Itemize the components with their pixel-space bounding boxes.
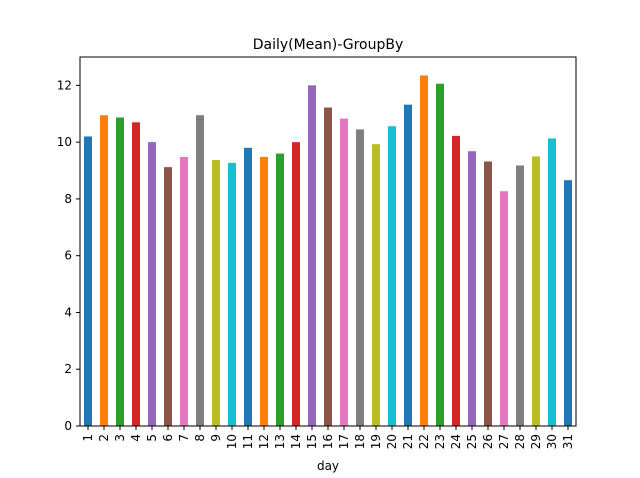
bar-day-3 bbox=[116, 117, 124, 427]
bar-day-22 bbox=[420, 75, 428, 426]
x-tick-label: 27 bbox=[497, 434, 511, 449]
bar-day-18 bbox=[356, 129, 364, 426]
x-tick-label: 2 bbox=[97, 434, 111, 442]
x-tick-label: 24 bbox=[449, 434, 463, 449]
x-tick-label: 7 bbox=[177, 434, 191, 442]
bar-day-26 bbox=[484, 161, 492, 426]
bar-day-16 bbox=[324, 107, 332, 427]
bar-day-19 bbox=[372, 144, 380, 426]
bar-day-14 bbox=[292, 142, 300, 426]
y-tick-label: 10 bbox=[57, 135, 72, 149]
bar-day-28 bbox=[516, 165, 524, 426]
bar-day-29 bbox=[532, 156, 540, 426]
bar-day-17 bbox=[340, 118, 348, 426]
bar-day-10 bbox=[228, 162, 236, 426]
chart-title: Daily(Mean)-GroupBy bbox=[253, 37, 404, 53]
x-tick-label: 5 bbox=[145, 434, 159, 442]
x-tick-label: 3 bbox=[113, 434, 127, 442]
x-axis-label: day bbox=[317, 459, 339, 473]
bar-day-25 bbox=[468, 151, 476, 427]
x-tick-label: 18 bbox=[353, 434, 367, 449]
x-tick-label: 10 bbox=[225, 434, 239, 449]
bars-group bbox=[84, 75, 572, 427]
y-tick-label: 12 bbox=[57, 78, 72, 92]
x-tick-label: 25 bbox=[465, 434, 479, 449]
x-tick-label: 8 bbox=[193, 434, 207, 442]
bar-day-7 bbox=[180, 156, 188, 426]
x-tick-label: 22 bbox=[417, 434, 431, 449]
x-tick-label: 14 bbox=[289, 434, 303, 449]
bar-day-12 bbox=[260, 156, 268, 426]
x-tick-label: 15 bbox=[305, 434, 319, 449]
y-tick-label: 8 bbox=[64, 192, 72, 206]
bar-day-21 bbox=[404, 104, 412, 426]
y-tick-label: 6 bbox=[64, 249, 72, 263]
x-tick-label: 17 bbox=[337, 434, 351, 449]
bar-day-23 bbox=[436, 83, 444, 427]
bar-day-4 bbox=[132, 122, 140, 426]
x-tick-label: 1 bbox=[81, 434, 95, 442]
x-tick-label: 16 bbox=[321, 434, 335, 449]
y-tick-label: 4 bbox=[64, 305, 72, 319]
x-tick-label: 29 bbox=[529, 434, 543, 449]
x-tick-label: 21 bbox=[401, 434, 415, 449]
bar-day-11 bbox=[244, 147, 252, 426]
bar-day-27 bbox=[500, 191, 508, 426]
x-tick-label: 30 bbox=[545, 434, 559, 449]
bar-day-15 bbox=[308, 85, 316, 426]
x-axis: 1 2 3 4 5 6 7 8 9 10 11 12 13 14 15 16 17 18 19 20 21 22 23 24 2… bbox=[81, 426, 575, 449]
bar-day-13 bbox=[276, 153, 284, 426]
x-tick-label: 20 bbox=[385, 434, 399, 449]
bar-day-5 bbox=[148, 142, 156, 426]
x-tick-label: 31 bbox=[561, 434, 575, 449]
y-tick-label: 2 bbox=[64, 362, 72, 376]
bar-day-24 bbox=[452, 135, 460, 426]
x-tick-label: 19 bbox=[369, 434, 383, 449]
bar-day-30 bbox=[548, 138, 556, 426]
bar-day-1 bbox=[84, 136, 92, 427]
bar-day-2 bbox=[100, 115, 108, 426]
x-tick-label: 12 bbox=[257, 434, 271, 449]
x-tick-label: 6 bbox=[161, 434, 175, 442]
x-tick-label: 23 bbox=[433, 434, 447, 449]
x-tick-label: 26 bbox=[481, 434, 495, 449]
y-axis: 0 2 4 6 8 10 12 bbox=[57, 78, 80, 433]
x-tick-label: 4 bbox=[129, 434, 143, 442]
bar-day-8 bbox=[196, 115, 204, 426]
y-tick-label: 0 bbox=[64, 419, 72, 433]
x-tick-label: 9 bbox=[209, 434, 223, 442]
x-tick-label: 11 bbox=[241, 434, 255, 449]
bar-day-20 bbox=[388, 126, 396, 426]
x-tick-label: 28 bbox=[513, 434, 527, 449]
x-tick-label: 13 bbox=[273, 434, 287, 449]
plot-frame bbox=[79, 56, 577, 427]
bar-day-31 bbox=[564, 180, 572, 426]
bar-day-9 bbox=[212, 160, 220, 427]
bar-day-6 bbox=[164, 167, 172, 426]
